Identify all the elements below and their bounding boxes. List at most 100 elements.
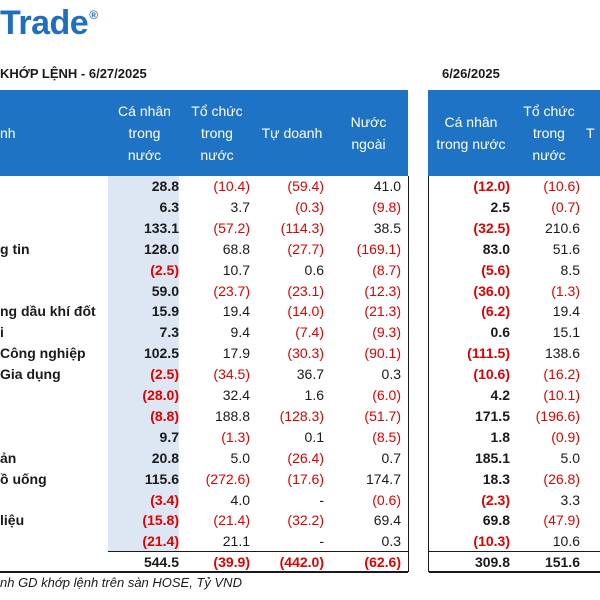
table-bottom-border-prev <box>429 571 600 573</box>
value-prev-cell: 0.6 <box>490 324 510 341</box>
value-cell: 115.6 <box>144 470 179 487</box>
value-cell: (9.8) <box>372 198 401 215</box>
value-prev-cell: (10.1) <box>543 387 580 403</box>
header-foreign: Nước ngoài <box>350 114 387 152</box>
value-cell: 32.4 <box>222 387 250 403</box>
table-row: Công nghiệp 102.5 17.9 (30.3) (90.1) <box>0 343 408 364</box>
value-prev-cell: 69.8 <box>482 512 510 529</box>
total-divider <box>108 551 408 552</box>
value-cell: (57.2) <box>213 219 250 236</box>
value-cell: 68.8 <box>222 240 250 257</box>
value-cell: 69.4 <box>373 512 401 529</box>
value-cell: - <box>319 491 324 508</box>
value-cell: 41.0 <box>373 178 401 194</box>
header-proprietary: Tự doanh <box>261 125 323 141</box>
value-prev-cell: (1.3) <box>551 282 580 299</box>
value-cell: 0.3 <box>381 366 401 383</box>
table-bottom-border <box>0 571 408 573</box>
header-proprietary-prev: T <box>586 125 595 141</box>
value-prev-cell: (32.5) <box>473 219 510 236</box>
value-cell: 0.7 <box>381 449 401 466</box>
value-cell: 0.3 <box>381 533 401 550</box>
table-row: ản 20.8 5.0 (26.4) 0.7 <box>0 448 408 469</box>
value-cell: 28.8 <box>151 178 179 194</box>
table-row: ồ uống 115.6 (272.6) (17.6) 174.7 <box>0 469 408 490</box>
value-cell: 17.9 <box>222 345 250 362</box>
sector-label: g tin <box>0 240 30 257</box>
value-cell: (272.6) <box>205 470 250 487</box>
value-prev-cell: 210.6 <box>544 219 580 236</box>
table-row: (21.4) 21.1 - 0.3 <box>0 531 408 552</box>
value-cell: 6.3 <box>159 198 179 215</box>
value-cell: (0.6) <box>372 491 401 508</box>
value-prev-cell: 10.6 <box>552 533 580 550</box>
value-cell: (30.3) <box>287 345 324 362</box>
value-prev-cell: (12.0) <box>473 178 510 194</box>
value-cell: 4.0 <box>230 491 250 508</box>
value-cell: (59.4) <box>287 178 324 194</box>
value-cell: 36.7 <box>296 366 324 383</box>
total-cell: (39.9) <box>213 554 250 570</box>
table-row: (8.8) 188.8 (128.3) (51.7) <box>0 406 408 427</box>
table-row: 185.1 5.0 <box>429 448 600 469</box>
value-cell: (8.5) <box>372 428 401 445</box>
table-left: 28.8 (10.4) (59.4) 41.0 6.3 3.7 (0.3) (9.8) 133.… <box>0 176 409 573</box>
table-row: 0.6 15.1 <box>429 322 600 343</box>
value-prev-cell: 51.6 <box>552 240 580 257</box>
value-cell: (15.8) <box>142 512 179 529</box>
value-prev-cell: 2.5 <box>490 198 510 215</box>
value-prev-cell: (47.9) <box>543 512 580 529</box>
value-prev-cell: 138.6 <box>544 345 580 362</box>
value-prev-cell: (26.8) <box>543 470 580 487</box>
value-prev-cell: (36.0) <box>473 282 510 299</box>
value-cell: 9.4 <box>230 324 250 341</box>
table-row: 18.3 (26.8) <box>429 469 600 490</box>
value-prev-cell: 1.8 <box>490 428 510 445</box>
value-cell: 9.7 <box>159 428 179 445</box>
table-row: Gia dụng (2.5) (34.5) 36.7 0.3 <box>0 364 408 385</box>
brand-text: Trade <box>0 4 89 42</box>
value-cell: (32.2) <box>287 512 324 529</box>
value-prev-cell: 15.1 <box>552 324 580 341</box>
table-row: (2.5) 10.7 0.6 (8.7) <box>0 260 408 281</box>
sector-label: ng dầu khí đốt <box>0 303 96 320</box>
value-prev-cell: 171.5 <box>474 407 510 424</box>
table-row: (10.6) (16.2) <box>429 364 600 385</box>
table-row: 171.5 (196.6) <box>429 406 600 427</box>
value-cell: - <box>319 533 324 550</box>
value-cell: (14.0) <box>287 303 324 320</box>
total-row: 309.8 151.6 <box>429 552 600 573</box>
value-prev-cell: 3.3 <box>560 491 580 508</box>
table-row: i 7.3 9.4 (7.4) (9.3) <box>0 322 408 343</box>
total-cell: (442.0) <box>279 554 324 570</box>
header-individual-prev: Cá nhân trong nước <box>436 114 506 152</box>
value-cell: (21.4) <box>142 533 179 550</box>
highlight-column <box>108 176 179 551</box>
table-title-left: KHỚP LỆNH - 6/27/2025 <box>0 66 147 81</box>
value-cell: 128.0 <box>143 240 179 257</box>
total-cell: 544.5 <box>143 554 179 570</box>
value-prev-cell: (0.7) <box>551 198 580 215</box>
value-prev-cell: (10.3) <box>473 533 510 550</box>
table-row: 1.8 (0.9) <box>429 427 600 448</box>
table-row: 9.7 (1.3) 0.1 (8.5) <box>0 427 408 448</box>
value-cell: 5.0 <box>230 449 250 466</box>
header-left: nh Cá nhân trong nước Tổ chức trong nước Tự … <box>0 90 408 176</box>
value-prev-cell: 19.4 <box>552 303 580 320</box>
sector-label: i <box>0 324 4 341</box>
value-cell: (2.5) <box>150 261 179 278</box>
table-row: (3.4) 4.0 - (0.6) <box>0 490 408 511</box>
value-cell: 19.4 <box>222 303 250 320</box>
sector-label: ản <box>0 449 17 466</box>
value-prev-cell: 4.2 <box>490 387 510 403</box>
table-row: (6.2) 19.4 <box>429 301 600 322</box>
value-cell: (1.3) <box>221 428 250 445</box>
value-cell: (21.4) <box>213 512 250 529</box>
header-right: Cá nhân trong nước Tổ chức trong nước T <box>428 90 600 176</box>
table-row: (111.5) 138.6 <box>429 343 600 364</box>
value-cell: (128.3) <box>279 407 324 424</box>
table-row: 6.3 3.7 (0.3) (9.8) <box>0 197 408 218</box>
table-row: (12.0) (10.6) <box>429 176 600 197</box>
value-prev-cell: (16.2) <box>543 366 580 383</box>
table-row: g tin 128.0 68.8 (27.7) (169.1) <box>0 239 408 260</box>
